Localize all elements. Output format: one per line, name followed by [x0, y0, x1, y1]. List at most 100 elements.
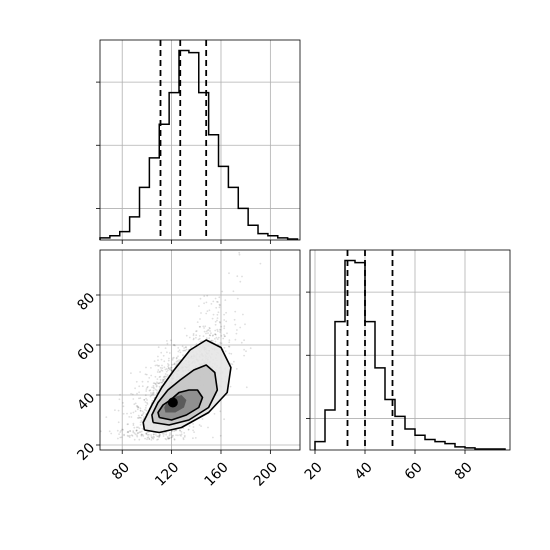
scatter-point: [165, 368, 168, 370]
scatter-point: [167, 437, 169, 440]
scatter-point: [145, 432, 148, 435]
scatter-point: [135, 429, 138, 432]
scatter-point: [145, 404, 148, 407]
scatter-point: [133, 432, 136, 434]
scatter-point: [146, 436, 149, 439]
scatter-point: [198, 325, 201, 328]
histogram-y-grid: [306, 250, 510, 450]
scatter-point: [134, 433, 137, 436]
scatter-point: [207, 329, 210, 331]
scatter-point: [145, 366, 147, 369]
scatter-point: [153, 387, 155, 390]
scatter-point: [159, 378, 162, 381]
scatter-point: [199, 340, 202, 343]
scatter-point: [173, 438, 176, 441]
histogram-x-grid: [96, 40, 300, 240]
scatter-point: [142, 413, 144, 415]
scatter-point: [216, 328, 219, 331]
scatter-point: [174, 344, 176, 347]
scatter-point: [100, 430, 102, 433]
scatter-point: [199, 297, 202, 300]
scatter-point: [184, 327, 186, 330]
scatter-point: [164, 375, 167, 378]
scatter-point: [234, 338, 237, 341]
scatter-point: [223, 327, 226, 330]
scatter-point: [155, 434, 157, 436]
scatter-point: [209, 330, 212, 332]
scatter-point: [203, 295, 206, 297]
scatter-point: [216, 317, 219, 319]
scatter-point: [166, 351, 168, 354]
scatter-point: [214, 333, 217, 335]
scatter-point: [224, 299, 227, 301]
scatter-point: [183, 432, 186, 434]
scatter-point: [183, 347, 186, 349]
scatter-point: [192, 429, 195, 432]
scatter-point: [164, 437, 167, 440]
scatter-point: [243, 348, 246, 351]
scatter-point: [135, 426, 138, 429]
scatter-point: [137, 406, 140, 409]
scatter-point: [214, 333, 217, 336]
scatter-point: [222, 337, 225, 340]
scatter-point: [159, 433, 161, 436]
scatter-point: [195, 343, 198, 345]
scatter-point: [233, 318, 236, 321]
scatter-point: [141, 414, 143, 417]
scatter-point: [117, 421, 120, 424]
scatter-point: [156, 439, 158, 441]
scatter-point: [127, 435, 130, 437]
scatter-point: [223, 313, 226, 316]
scatter-point: [150, 435, 153, 438]
scatter-point: [168, 357, 170, 360]
scatter-point: [234, 310, 237, 313]
histogram-x-steps: [99, 49, 299, 240]
scatter-point: [185, 346, 188, 348]
scatter-point: [143, 398, 146, 401]
scatter-point: [152, 382, 155, 384]
scatter-point: [182, 437, 185, 439]
scatter-point: [173, 344, 176, 346]
scatter-point: [135, 380, 138, 383]
scatter-point: [166, 374, 169, 376]
scatter-point: [137, 414, 140, 417]
scatter-point: [144, 437, 147, 440]
scatter-point: [180, 433, 183, 436]
scatter-point: [212, 300, 215, 303]
scatter-point: [146, 403, 149, 405]
scatter-point: [133, 426, 136, 429]
histogram-y-panel: 20 40 60 80: [302, 249, 511, 483]
scatter-point: [137, 432, 140, 434]
scatter-point: [160, 369, 163, 372]
scatter-point: [152, 391, 155, 394]
scatter-point: [177, 350, 180, 353]
scatter-point: [192, 334, 195, 337]
scatter-point: [162, 376, 165, 379]
scatter-point: [145, 433, 148, 435]
scatter-point: [192, 423, 195, 425]
scatter-point: [171, 435, 174, 437]
scatter-point: [139, 371, 142, 373]
scatter-point: [173, 438, 176, 440]
scatter-point: [141, 434, 144, 436]
scatter-point: [165, 370, 168, 373]
scatter-point: [205, 301, 208, 304]
scatter-point: [162, 435, 165, 437]
scatter-point: [227, 345, 230, 348]
scatter-point: [149, 395, 152, 398]
scatter-point: [165, 375, 168, 378]
scatter-point: [183, 349, 186, 352]
scatter-point: [236, 275, 239, 278]
scatter-point: [165, 433, 168, 436]
scatter-point: [130, 372, 132, 374]
scatter-point: [149, 389, 152, 391]
scatter-point: [155, 385, 158, 388]
scatter-point: [169, 433, 172, 436]
scatter-point: [139, 410, 142, 412]
scatter-point: [135, 429, 138, 432]
scatter-point: [137, 426, 139, 429]
scatter-point: [128, 416, 131, 418]
scatter-point: [182, 438, 185, 441]
scatter-point: [158, 435, 161, 438]
scatter-point: [205, 312, 208, 315]
